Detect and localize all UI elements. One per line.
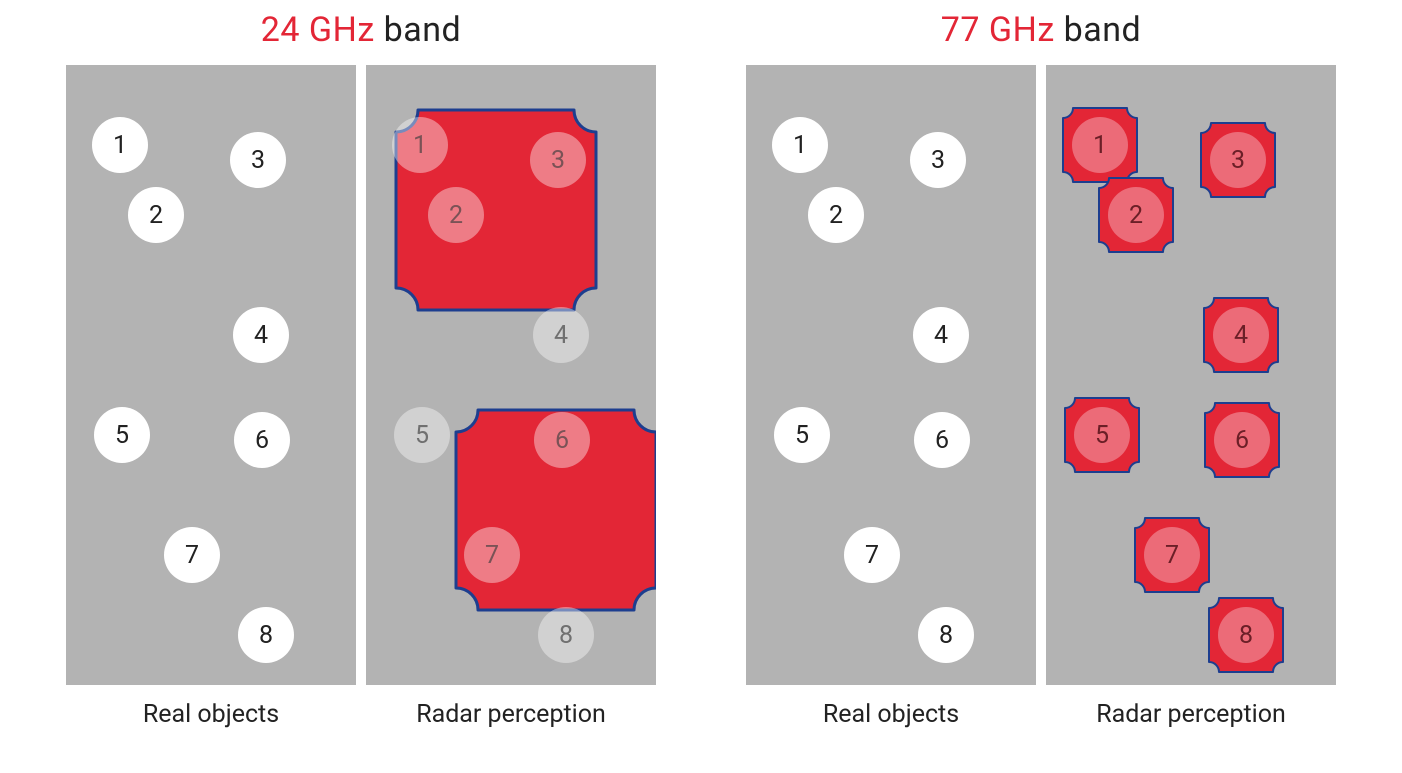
- band: 77 GHz band12345678Real objects12345678R…: [746, 10, 1336, 773]
- panel-wrap-perception: 12345678Radar perception: [366, 65, 656, 729]
- panel-radar-perception: 12345678: [1046, 65, 1336, 685]
- object-7-real: 7: [164, 527, 220, 583]
- object-1-detected: 1: [1072, 117, 1128, 173]
- object-1-real: 1: [772, 117, 828, 173]
- object-7-real: 7: [844, 527, 900, 583]
- panel-wrap-real: 12345678Real objects: [66, 65, 356, 729]
- caption-real-objects: Real objects: [823, 700, 959, 729]
- object-3-ghost: 3: [530, 132, 586, 188]
- band-title-highlight: 77 GHz: [941, 10, 1055, 50]
- object-2-detected: 2: [1108, 187, 1164, 243]
- caption-radar-perception: Radar perception: [1096, 700, 1286, 729]
- object-4-detected: 4: [1213, 307, 1269, 363]
- caption-radar-perception: Radar perception: [416, 700, 606, 729]
- object-7-detected: 7: [1144, 527, 1200, 583]
- object-1-ghost: 1: [392, 117, 448, 173]
- object-4-ghost: 4: [533, 307, 589, 363]
- band-title-rest: band: [1055, 10, 1141, 50]
- object-6-real: 6: [914, 412, 970, 468]
- panels-row: 12345678Real objects12345678Radar percep…: [66, 65, 656, 729]
- band-title: 24 GHz band: [261, 10, 461, 50]
- object-8-ghost: 8: [538, 607, 594, 663]
- panel-radar-perception: 12345678: [366, 65, 656, 685]
- object-7-ghost: 7: [464, 527, 520, 583]
- panel-real-objects: 12345678: [66, 65, 356, 685]
- object-3-detected: 3: [1210, 132, 1266, 188]
- object-5-real: 5: [774, 407, 830, 463]
- panel-wrap-real: 12345678Real objects: [746, 65, 1036, 729]
- object-5-detected: 5: [1074, 407, 1130, 463]
- object-5-real: 5: [94, 407, 150, 463]
- object-2-real: 2: [128, 187, 184, 243]
- object-3-real: 3: [910, 132, 966, 188]
- object-6-real: 6: [234, 412, 290, 468]
- object-8-real: 8: [238, 607, 294, 663]
- caption-real-objects: Real objects: [143, 700, 279, 729]
- band-title: 77 GHz band: [941, 10, 1141, 50]
- band-title-highlight: 24 GHz: [261, 10, 375, 50]
- diagram-root: 24 GHz band12345678Real objects12345678R…: [0, 0, 1402, 773]
- object-6-ghost: 6: [534, 412, 590, 468]
- panels-row: 12345678Real objects12345678Radar percep…: [746, 65, 1336, 729]
- object-3-real: 3: [230, 132, 286, 188]
- object-8-detected: 8: [1218, 607, 1274, 663]
- object-1-real: 1: [92, 117, 148, 173]
- band: 24 GHz band12345678Real objects12345678R…: [66, 10, 656, 773]
- object-5-ghost: 5: [394, 407, 450, 463]
- object-6-detected: 6: [1214, 412, 1270, 468]
- object-4-real: 4: [233, 307, 289, 363]
- panel-wrap-perception: 12345678Radar perception: [1046, 65, 1336, 729]
- object-4-real: 4: [913, 307, 969, 363]
- object-2-ghost: 2: [428, 187, 484, 243]
- panel-real-objects: 12345678: [746, 65, 1036, 685]
- band-title-rest: band: [375, 10, 461, 50]
- object-2-real: 2: [808, 187, 864, 243]
- object-8-real: 8: [918, 607, 974, 663]
